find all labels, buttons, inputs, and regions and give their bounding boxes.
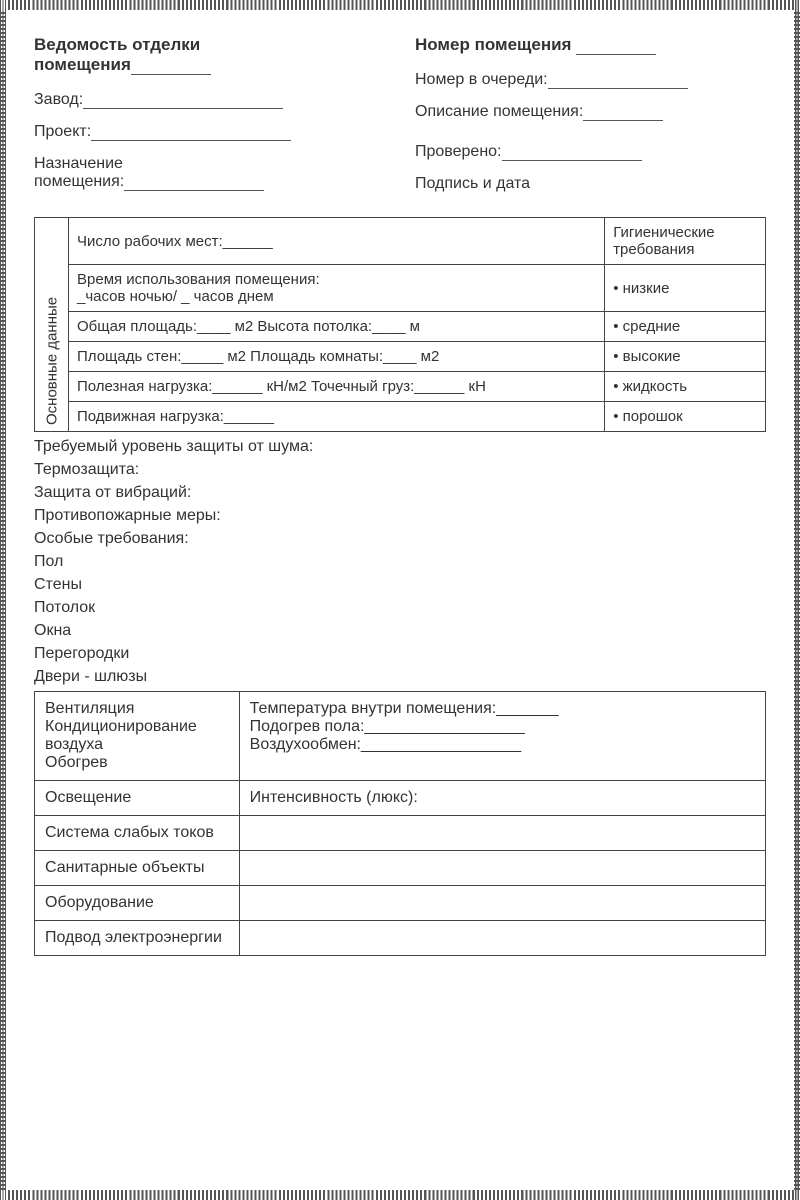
svc-3-value[interactable]: [239, 851, 765, 886]
free-7[interactable]: Потолок: [34, 599, 766, 617]
hyg-1: • средние: [605, 312, 766, 342]
project-line: Проект:: [34, 123, 385, 141]
title-line1: Ведомость отделки: [34, 35, 200, 54]
svc-4-label: Оборудование: [35, 886, 240, 921]
svc-0-value[interactable]: Температура внутри помещения:_______ Под…: [239, 692, 765, 781]
svc-5-label: Подвод электроэнергии: [35, 921, 240, 956]
purpose-label-2: помещения:: [34, 173, 124, 190]
sign-label: Подпись и дата: [415, 175, 530, 192]
free-5[interactable]: Пол: [34, 553, 766, 571]
free-1[interactable]: Термозащита:: [34, 461, 766, 479]
side-label: Основные данные: [43, 297, 60, 425]
purpose-label-1: Назначение: [34, 155, 123, 172]
checked-line: Проверено:: [415, 143, 766, 161]
free-4[interactable]: Особые требования:: [34, 530, 766, 548]
title-line2: помещения: [34, 55, 131, 74]
hyg-3: • жидкость: [605, 372, 766, 402]
header-left-col: Ведомость отделки помещения Завод: Проек…: [34, 35, 385, 207]
row-1[interactable]: Время использования помещения: _часов но…: [69, 265, 605, 312]
main-data-table: Основные данные Число рабочих мест:_____…: [34, 217, 766, 432]
hyg-0: • низкие: [605, 265, 766, 312]
blank[interactable]: [131, 56, 211, 75]
side-label-cell: Основные данные: [35, 218, 69, 432]
svc-1-value[interactable]: Интенсивность (люкс):: [239, 781, 765, 816]
form-title-left: Ведомость отделки помещения: [34, 35, 385, 75]
hyg-4: • порошок: [605, 402, 766, 432]
free-9[interactable]: Перегородки: [34, 645, 766, 663]
form-header: Ведомость отделки помещения Завод: Проек…: [34, 35, 766, 207]
row-0[interactable]: Число рабочих мест:______: [69, 218, 605, 265]
project-label: Проект:: [34, 123, 91, 140]
svc-0-label: Вентиляция Кондиционирование воздуха Обо…: [35, 692, 240, 781]
header-right-col: Номер помещения Номер в очереди: Описани…: [415, 35, 766, 207]
hyg-header: Гигиенические требования: [605, 218, 766, 265]
room-desc-input[interactable]: [583, 103, 663, 121]
free-8[interactable]: Окна: [34, 622, 766, 640]
svc-2-value[interactable]: [239, 816, 765, 851]
room-desc-label: Описание помещения:: [415, 103, 583, 120]
room-no-line: Номер помещения: [415, 35, 766, 55]
sign-line: Подпись и дата: [415, 175, 766, 193]
checked-input[interactable]: [502, 143, 642, 161]
project-input[interactable]: [91, 123, 291, 141]
room-no-label: Номер помещения: [415, 35, 571, 54]
queue-no-line: Номер в очереди:: [415, 71, 766, 89]
purpose-line: Назначение помещения:: [34, 155, 385, 191]
queue-no-input[interactable]: [548, 71, 688, 89]
purpose-input[interactable]: [124, 173, 264, 191]
free-6[interactable]: Стены: [34, 576, 766, 594]
svc-5-value[interactable]: [239, 921, 765, 956]
svc-2-label: Система слабых токов: [35, 816, 240, 851]
checked-label: Проверено:: [415, 143, 502, 160]
form-page: Ведомость отделки помещения Завод: Проек…: [0, 0, 800, 1200]
free-3[interactable]: Противопожарные меры:: [34, 507, 766, 525]
free-2[interactable]: Защита от вибраций:: [34, 484, 766, 502]
room-no-input[interactable]: [576, 36, 656, 55]
free-0[interactable]: Требуемый уровень защиты от шума:: [34, 438, 766, 456]
row-4[interactable]: Полезная нагрузка:______ кН/м2 Точечный …: [69, 372, 605, 402]
hyg-2: • высокие: [605, 342, 766, 372]
svc-3-label: Санитарные объекты: [35, 851, 240, 886]
free-10[interactable]: Двери - шлюзы: [34, 668, 766, 686]
row-5[interactable]: Подвижная нагрузка:______: [69, 402, 605, 432]
factory-label: Завод:: [34, 91, 83, 108]
room-desc-line: Описание помещения:: [415, 103, 766, 121]
factory-input[interactable]: [83, 91, 283, 109]
free-lines-block: Требуемый уровень защиты от шума: Термоз…: [34, 438, 766, 686]
row-2[interactable]: Общая площадь:____ м2 Высота потолка:___…: [69, 312, 605, 342]
row-3[interactable]: Площадь стен:_____ м2 Площадь комнаты:__…: [69, 342, 605, 372]
queue-no-label: Номер в очереди:: [415, 71, 548, 88]
svc-1-label: Освещение: [35, 781, 240, 816]
factory-line: Завод:: [34, 91, 385, 109]
svc-4-value[interactable]: [239, 886, 765, 921]
services-table: Вентиляция Кондиционирование воздуха Обо…: [34, 691, 766, 956]
